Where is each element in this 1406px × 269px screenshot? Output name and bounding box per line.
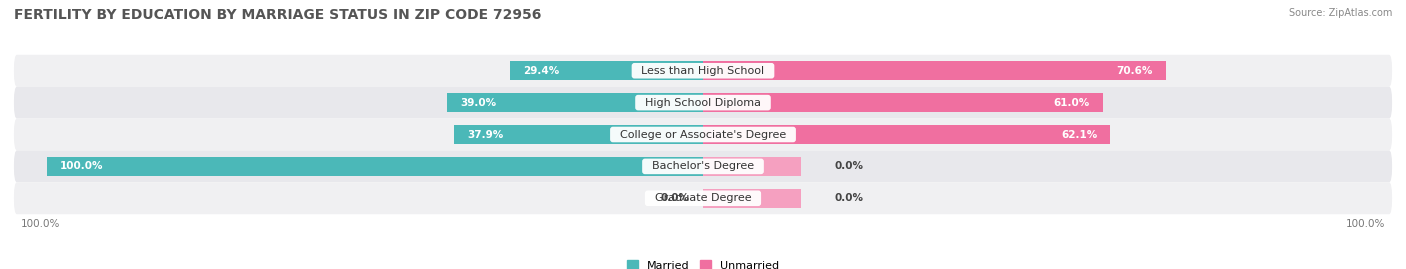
Text: 0.0%: 0.0% [834, 193, 863, 203]
Bar [703, 157, 801, 176]
Text: 0.0%: 0.0% [834, 161, 863, 171]
Text: 37.9%: 37.9% [467, 129, 503, 140]
Text: Source: ZipAtlas.com: Source: ZipAtlas.com [1288, 8, 1392, 18]
Text: 100.0%: 100.0% [60, 161, 104, 171]
Text: 29.4%: 29.4% [523, 66, 560, 76]
Bar [447, 93, 703, 112]
Text: 39.0%: 39.0% [460, 98, 496, 108]
Bar [703, 189, 801, 207]
Bar [46, 157, 703, 176]
FancyBboxPatch shape [14, 87, 1392, 119]
Text: 70.6%: 70.6% [1116, 66, 1153, 76]
Bar [510, 62, 703, 80]
FancyBboxPatch shape [14, 150, 1392, 182]
Text: 0.0%: 0.0% [661, 193, 690, 203]
Text: 62.1%: 62.1% [1062, 129, 1097, 140]
Text: Less than High School: Less than High School [634, 66, 772, 76]
FancyBboxPatch shape [14, 55, 1392, 87]
Bar [703, 125, 1111, 144]
Text: High School Diploma: High School Diploma [638, 98, 768, 108]
FancyBboxPatch shape [14, 182, 1392, 214]
Text: College or Associate's Degree: College or Associate's Degree [613, 129, 793, 140]
Text: 100.0%: 100.0% [1346, 219, 1385, 229]
Bar [703, 62, 1166, 80]
Bar [703, 93, 1104, 112]
Text: 100.0%: 100.0% [21, 219, 60, 229]
Bar [454, 125, 703, 144]
Text: Bachelor's Degree: Bachelor's Degree [645, 161, 761, 171]
Text: Graduate Degree: Graduate Degree [648, 193, 758, 203]
Text: 61.0%: 61.0% [1054, 98, 1090, 108]
Text: FERTILITY BY EDUCATION BY MARRIAGE STATUS IN ZIP CODE 72956: FERTILITY BY EDUCATION BY MARRIAGE STATU… [14, 8, 541, 22]
Legend: Married, Unmarried: Married, Unmarried [621, 256, 785, 269]
FancyBboxPatch shape [14, 119, 1392, 150]
